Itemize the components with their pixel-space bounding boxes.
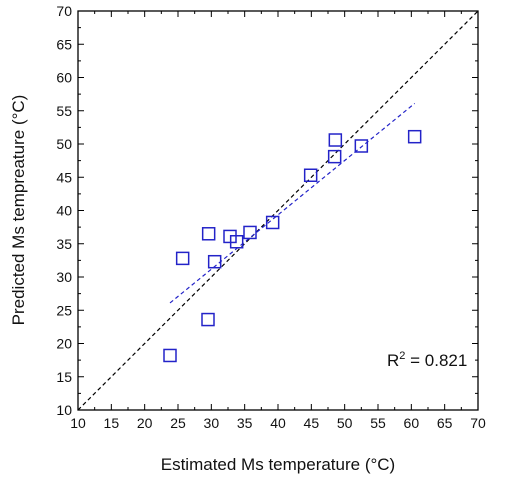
r-squared-superscript: 2	[399, 350, 405, 362]
y-tick-labels: 10 15 20 25 30 35 40 45 50 55 60 65 70	[56, 3, 72, 418]
data-point-marker	[354, 139, 369, 153]
y-tick-label: 70	[56, 3, 72, 19]
x-tick-label: 40	[270, 415, 286, 431]
data-point-marker	[303, 168, 318, 183]
data-point-marker	[229, 235, 244, 249]
data-point-marker	[163, 348, 177, 363]
x-tick-label: 35	[237, 415, 253, 431]
y-tick-label: 40	[56, 203, 72, 219]
y-axis-title: Predicted Ms tempreature (°C)	[9, 95, 28, 326]
x-tick-label: 10	[70, 415, 86, 431]
x-tick-label: 65	[437, 415, 453, 431]
y-tick-label: 15	[56, 369, 72, 385]
x-tick-label: 60	[404, 415, 420, 431]
y-tick-label: 30	[56, 269, 72, 285]
data-point-marker	[201, 312, 215, 327]
data-point-marker	[328, 133, 343, 147]
data-point-marker	[327, 149, 342, 164]
x-tick-label: 20	[137, 415, 153, 431]
r-squared-base: R	[387, 351, 399, 370]
y-tick-label: 25	[56, 302, 72, 318]
x-axis-title: Estimated Ms temperature (°C)	[161, 455, 395, 474]
data-point-marker	[201, 227, 216, 241]
r-squared-annotation: R2 = 0.821	[387, 350, 467, 370]
regression-fit-line	[169, 102, 416, 304]
data-points	[163, 129, 422, 363]
r-squared-value: = 0.821	[405, 351, 467, 370]
data-point-marker	[265, 215, 280, 230]
y-tick-label: 60	[56, 70, 72, 86]
y-tick-label: 55	[56, 103, 72, 119]
data-point-marker	[207, 254, 222, 269]
x-tick-label: 45	[304, 415, 320, 431]
x-tick-label: 70	[470, 415, 486, 431]
y-tick-label: 65	[56, 36, 72, 52]
x-tick-label: 25	[170, 415, 186, 431]
y-tick-label: 45	[56, 169, 72, 185]
x-tick-labels: 10 15 20 25 30 35 40 45 50 55 60 65 70	[70, 415, 486, 431]
data-point-marker	[243, 225, 257, 240]
reference-diagonal-line	[77, 10, 479, 411]
axis-ticks	[77, 10, 479, 411]
y-tick-label: 50	[56, 136, 72, 152]
y-tick-label: 35	[56, 236, 72, 252]
x-tick-label: 55	[370, 415, 386, 431]
data-point-marker	[407, 129, 422, 144]
x-tick-label: 15	[104, 415, 120, 431]
x-tick-label: 50	[337, 415, 353, 431]
data-point-marker	[175, 251, 190, 266]
x-tick-label: 30	[204, 415, 220, 431]
y-tick-label: 10	[56, 402, 72, 418]
y-tick-label: 20	[56, 336, 72, 352]
